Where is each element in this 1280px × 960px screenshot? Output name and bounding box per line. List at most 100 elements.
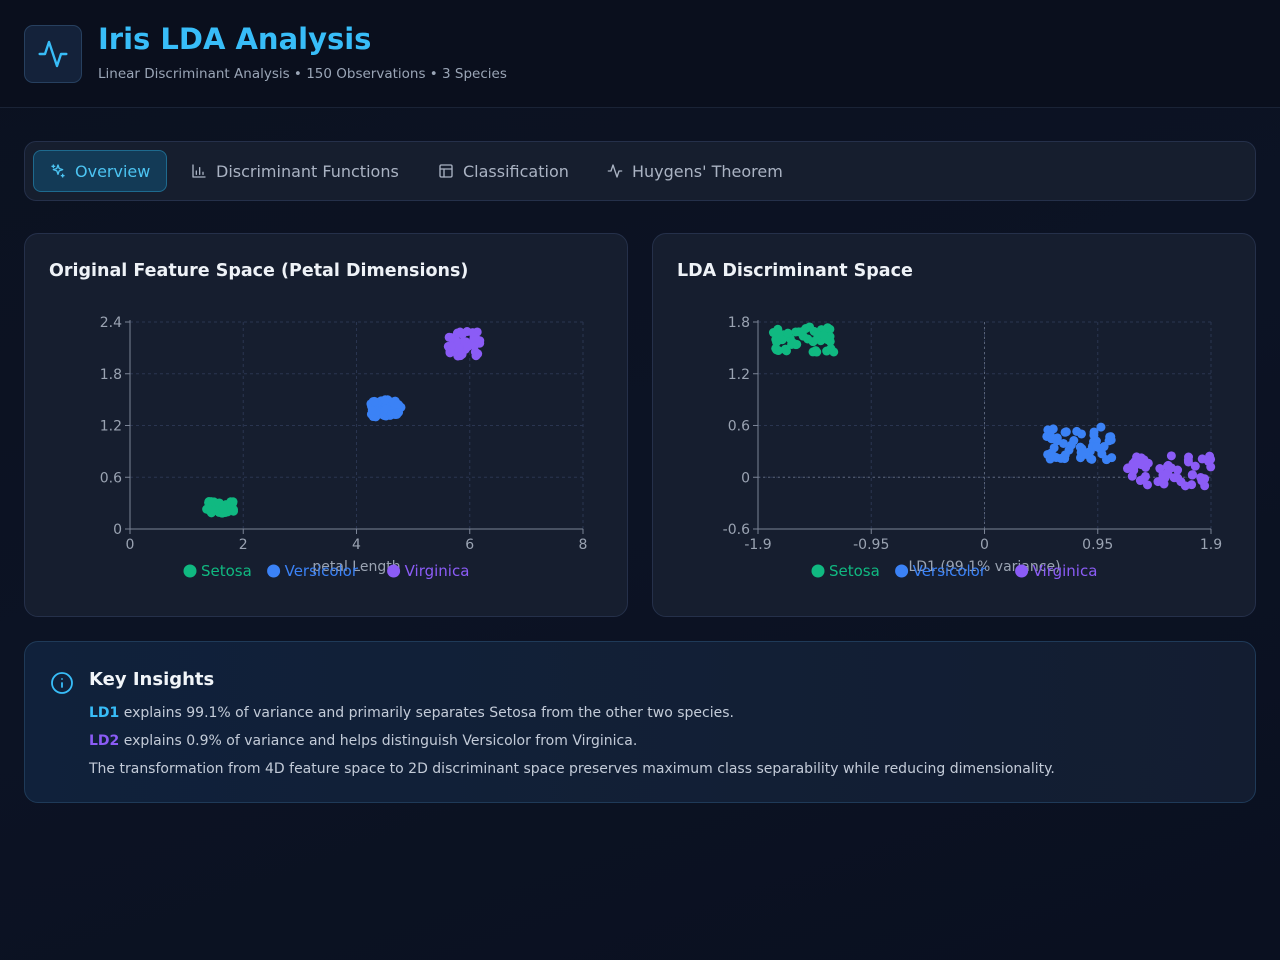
- data-point: [1058, 438, 1068, 448]
- legend-marker: [267, 564, 281, 578]
- y-tick-label: 1.2: [100, 419, 122, 435]
- key-insights-panel: Key Insights LD1 explains 99.1% of varia…: [24, 641, 1256, 803]
- data-point: [1197, 476, 1207, 486]
- legend-marker: [387, 564, 401, 578]
- x-tick-label: -1.9: [744, 537, 771, 553]
- y-tick-label: 2.4: [100, 315, 122, 331]
- data-point: [1132, 452, 1142, 462]
- data-point: [1092, 442, 1102, 452]
- bar-chart-icon: [192, 164, 206, 178]
- data-point: [447, 333, 457, 343]
- data-point: [1076, 429, 1086, 439]
- data-point: [1197, 454, 1207, 464]
- data-point: [1106, 432, 1116, 442]
- legend-label: Virginica: [1033, 562, 1098, 580]
- data-point: [1187, 470, 1197, 480]
- data-point: [808, 337, 818, 347]
- data-point: [393, 399, 403, 409]
- data-point: [1046, 448, 1056, 458]
- tab-label: Classification: [463, 161, 569, 181]
- chart-title: LDA Discriminant Space: [677, 261, 913, 281]
- data-point: [471, 351, 481, 361]
- scatter-chart-original: 0 2 4 6 8 0 0.6 1.2 1.8 2.4 petal Length petal Widt…: [68, 315, 588, 580]
- legend-label: Versicolor: [285, 562, 359, 580]
- legend-label: Virginica: [405, 562, 470, 580]
- legend-marker: [895, 564, 909, 578]
- activity-icon: [607, 164, 623, 178]
- tab-discriminant-functions[interactable]: Discriminant Functions: [175, 150, 415, 192]
- data-point: [218, 503, 228, 513]
- data-point: [1205, 451, 1215, 461]
- data-point: [1176, 477, 1186, 487]
- data-point: [1127, 471, 1137, 481]
- data-point: [1155, 464, 1165, 474]
- y-tick-label: 0: [113, 522, 122, 538]
- x-tick-label: 6: [465, 537, 474, 553]
- y-axis-label: petal Width: [68, 390, 84, 471]
- data-point: [1206, 462, 1216, 472]
- tab-classification[interactable]: Classification: [422, 150, 585, 192]
- data-point: [457, 349, 467, 359]
- data-point: [1043, 425, 1053, 435]
- data-point: [1086, 454, 1096, 464]
- data-point: [380, 395, 390, 405]
- legend-marker: [1015, 564, 1029, 578]
- tab-huygens-theorem[interactable]: Huygens' Theorem: [591, 150, 799, 192]
- sparkles-icon: [51, 164, 65, 178]
- data-point: [1129, 461, 1139, 471]
- data-point: [1184, 452, 1194, 462]
- insight-ld1: LD1 explains 99.1% of variance and prima…: [89, 705, 734, 721]
- y-tick-label: 1.8: [728, 315, 750, 331]
- y-tick-label: 1.8: [100, 367, 122, 383]
- data-point: [202, 504, 212, 514]
- x-tick-label: 0: [126, 537, 135, 553]
- y-tick-label: -0.6: [723, 522, 750, 538]
- data-point: [1107, 453, 1117, 463]
- legend-label: Versicolor: [913, 562, 987, 580]
- tab-label: Huygens' Theorem: [632, 161, 783, 181]
- data-point: [780, 344, 790, 354]
- y-tick-label: 0.6: [728, 419, 750, 435]
- chart-title: Original Feature Space (Petal Dimensions…: [49, 261, 469, 281]
- x-tick-label: 1.9: [1200, 537, 1222, 553]
- data-point: [768, 328, 778, 338]
- tab-label: Overview: [75, 161, 151, 181]
- data-point: [463, 342, 473, 352]
- ld1-term: LD1: [89, 705, 120, 721]
- data-point: [1142, 480, 1152, 490]
- x-tick-label: 4: [352, 537, 361, 553]
- insight-ld2: LD2 explains 0.9% of variance and helps …: [89, 733, 637, 749]
- insight-text: explains 0.9% of variance and helps dist…: [119, 733, 638, 749]
- table-icon: [439, 164, 453, 178]
- data-point: [818, 330, 828, 340]
- data-point: [1042, 431, 1052, 441]
- legend-label: Setosa: [829, 562, 880, 580]
- data-point: [367, 406, 377, 416]
- data-point: [457, 329, 467, 339]
- original-feature-card: Original Feature Space (Petal Dimensions…: [24, 233, 628, 617]
- data-point: [794, 327, 804, 337]
- data-point: [369, 396, 379, 406]
- x-tick-label: 0: [980, 537, 989, 553]
- x-tick-label: -0.95: [853, 537, 889, 553]
- data-point: [1162, 461, 1172, 471]
- data-point: [1163, 469, 1173, 479]
- data-point: [812, 347, 822, 357]
- y-tick-label: 0: [741, 470, 750, 486]
- data-point: [1140, 471, 1150, 481]
- data-point: [1066, 440, 1076, 450]
- data-point: [1166, 451, 1176, 461]
- data-point: [1056, 453, 1066, 463]
- data-point: [826, 344, 836, 354]
- data-point: [1173, 465, 1183, 475]
- tab-overview[interactable]: Overview: [33, 150, 168, 192]
- app-subtitle: Linear Discriminant Analysis • 150 Obser…: [98, 66, 507, 82]
- data-point: [783, 328, 793, 338]
- legend-marker: [811, 564, 825, 578]
- x-tick-label: 2: [239, 537, 248, 553]
- x-tick-label: 8: [579, 537, 588, 553]
- legend-label: Setosa: [201, 562, 252, 580]
- x-axis-label: petal Length: [312, 559, 400, 575]
- y-axis-label: LD2 (0.9% variance): [696, 359, 712, 502]
